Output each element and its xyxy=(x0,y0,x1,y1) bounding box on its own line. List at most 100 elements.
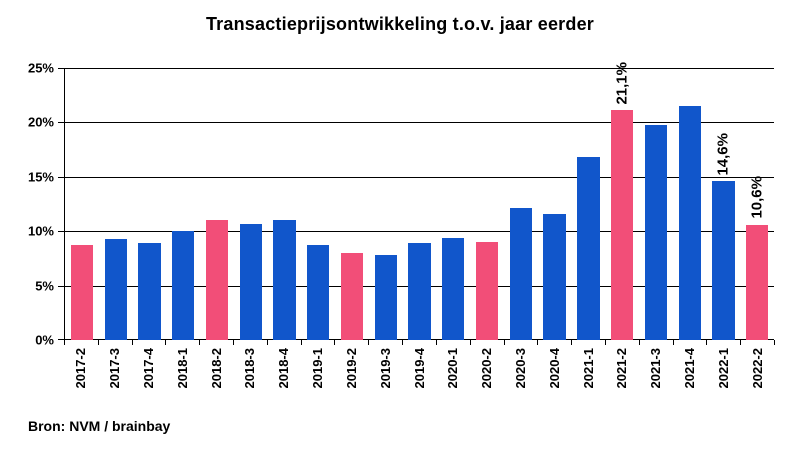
x-label-slot: 2018-3 xyxy=(233,348,267,410)
bar-slot xyxy=(436,68,470,340)
y-tick xyxy=(58,231,64,233)
y-tick xyxy=(58,122,64,124)
bar-2021-1 xyxy=(577,157,600,340)
x-axis-label: 2019-1 xyxy=(310,348,326,389)
bar-slot xyxy=(571,68,605,340)
y-axis-label: 25% xyxy=(27,60,54,76)
bar-value-label: 21,1% xyxy=(613,61,631,105)
x-axis-label: 2022-1 xyxy=(715,348,731,389)
y-tick xyxy=(58,285,64,287)
bar-2018-1 xyxy=(172,231,195,340)
bar-slot: 10,6% xyxy=(740,68,774,340)
bar-2021-3 xyxy=(644,124,668,340)
x-label-slot: 2018-4 xyxy=(267,348,301,410)
bar-slot xyxy=(99,68,133,340)
x-label-slot: 2021-4 xyxy=(673,348,707,410)
bar-2022-2 xyxy=(746,224,769,340)
x-label-slot: 2020-2 xyxy=(470,348,504,410)
x-axis-label: 2022-2 xyxy=(749,348,765,389)
x-axis-label: 2020-2 xyxy=(479,348,495,389)
bar-2021-2 xyxy=(610,110,634,340)
x-tick xyxy=(199,340,201,345)
bar-slot xyxy=(403,68,437,340)
x-label-slot: 2019-3 xyxy=(368,348,402,410)
x-tick xyxy=(266,340,268,345)
y-tick xyxy=(58,176,64,178)
x-axis-label: 2018-1 xyxy=(174,348,190,389)
bar-2019-1 xyxy=(307,245,330,340)
y-axis-label: 5% xyxy=(35,278,54,294)
bar-2020-3 xyxy=(509,208,532,340)
bar-slot xyxy=(538,68,572,340)
x-label-slot: 2020-3 xyxy=(504,348,538,410)
bar-value-label: 10,6% xyxy=(748,176,766,219)
bar-2018-2 xyxy=(205,220,229,340)
x-axis-label: 2020-3 xyxy=(512,348,528,389)
x-tick xyxy=(300,340,302,345)
x-label-slot: 2018-2 xyxy=(199,348,233,410)
y-axis-line xyxy=(64,68,65,340)
x-label-slot: 2017-3 xyxy=(98,348,132,410)
bar-2018-4 xyxy=(273,220,296,340)
x-label-slot: 2022-2 xyxy=(740,348,774,410)
bar-2017-2 xyxy=(70,245,94,340)
bar-2018-3 xyxy=(239,223,262,340)
x-axis-label: 2020-1 xyxy=(445,348,461,389)
bar-2022-1 xyxy=(712,181,735,340)
bar-2020-4 xyxy=(543,213,566,340)
x-axis-label: 2017-2 xyxy=(73,348,89,389)
y-axis-label: 15% xyxy=(27,169,54,185)
bar-value-label: 14,6% xyxy=(714,132,732,176)
gridline xyxy=(64,176,774,178)
bar-slot xyxy=(65,68,99,340)
gridline xyxy=(64,231,774,233)
x-axis-label: 2019-3 xyxy=(377,348,393,389)
x-axis-label: 2018-4 xyxy=(276,348,292,389)
x-tick xyxy=(233,340,235,345)
x-label-slot: 2019-2 xyxy=(335,348,369,410)
bar-2017-4 xyxy=(138,243,161,340)
bar-slot: 14,6% xyxy=(707,68,741,340)
bar-slot xyxy=(639,68,673,340)
bar-2017-3 xyxy=(104,238,127,340)
x-tick xyxy=(469,340,471,345)
x-axis-label: 2020-4 xyxy=(546,348,562,389)
gridline xyxy=(64,68,774,69)
y-axis-label: 20% xyxy=(27,114,54,130)
x-tick xyxy=(740,340,742,345)
y-axis-label: 0% xyxy=(35,332,54,348)
bars-layer: 21,1% 14,6% 10,6% xyxy=(65,62,774,340)
bar-slot: 21,1% xyxy=(605,62,639,340)
x-tick xyxy=(435,340,437,345)
x-axis-label: 2021-2 xyxy=(614,348,630,389)
x-label-slot: 2017-2 xyxy=(64,348,98,410)
x-axis-label: 2021-3 xyxy=(648,348,664,389)
bar-2020-1 xyxy=(442,237,465,340)
chart-title: Transactieprijsontwikkeling t.o.v. jaar … xyxy=(205,14,594,34)
bar-2019-4 xyxy=(408,243,431,340)
bar-2019-3 xyxy=(374,255,397,340)
plot-area: 0% 5% 10% 15% 20% 25% 21,1% 14,6% 10,6% xyxy=(28,61,775,348)
x-tick xyxy=(165,340,167,345)
bar-slot xyxy=(200,68,234,340)
x-label-slot: 2021-2 xyxy=(605,348,639,410)
x-label-slot: 2018-1 xyxy=(165,348,199,410)
bar-slot xyxy=(470,68,504,340)
x-axis-labels: 2017-2 2017-3 2017-4 2018-1 2018-2 2018-3 2018… xyxy=(64,348,774,410)
bar-2021-4 xyxy=(678,106,701,340)
bar-slot xyxy=(301,68,335,340)
x-axis-label: 2021-4 xyxy=(682,348,698,389)
x-tick xyxy=(706,340,708,345)
x-tick xyxy=(131,340,133,345)
x-tick xyxy=(571,340,573,345)
bar-slot xyxy=(369,68,403,340)
x-tick xyxy=(368,340,370,345)
x-tick xyxy=(604,340,606,345)
bar-slot xyxy=(673,68,707,340)
bar-slot xyxy=(166,68,200,340)
x-label-slot: 2021-3 xyxy=(639,348,673,410)
y-axis-label: 10% xyxy=(27,223,54,239)
x-tick xyxy=(503,340,505,345)
x-axis-label: 2019-4 xyxy=(411,348,427,389)
